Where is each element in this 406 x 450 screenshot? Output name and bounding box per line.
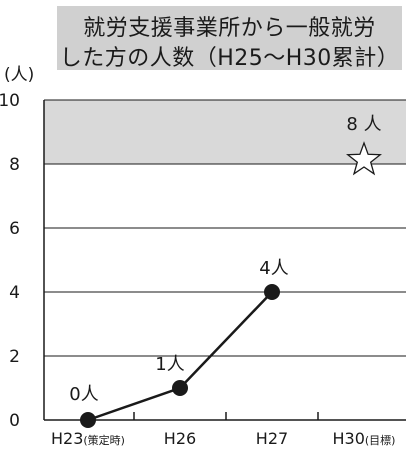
chart-title-box: 就労支援事業所から一般就労 した方の人数（H25～H30累計） bbox=[57, 6, 402, 71]
y-tick-label: 8 bbox=[9, 155, 20, 175]
y-tick-label: 0 bbox=[9, 411, 20, 431]
x-tick-label: H30(目標) bbox=[333, 429, 396, 448]
data-point bbox=[172, 380, 188, 396]
y-tick-label: 2 bbox=[9, 347, 20, 367]
target-band bbox=[44, 100, 406, 164]
x-tick-label: H26 bbox=[164, 429, 196, 448]
y-axis-unit: (人) bbox=[4, 65, 34, 85]
target-label: 8 人 bbox=[346, 114, 381, 135]
data-label: 4人 bbox=[259, 258, 288, 279]
chart-title-line-2: した方の人数（H25～H30累計） bbox=[59, 46, 400, 71]
data-point bbox=[264, 284, 280, 300]
y-tick-label: 6 bbox=[9, 219, 20, 239]
chart-title-line-1: 就労支援事業所から一般就労 bbox=[83, 16, 376, 41]
y-tick-label: 10 bbox=[0, 91, 20, 111]
data-label: 0人 bbox=[69, 384, 98, 405]
x-tick-label: H27 bbox=[256, 429, 288, 448]
target-star-icon bbox=[346, 141, 382, 176]
y-tick-label: 4 bbox=[9, 283, 20, 303]
data-point bbox=[80, 412, 96, 428]
data-label: 1人 bbox=[155, 354, 184, 375]
x-tick-label: H23(策定時) bbox=[51, 429, 125, 448]
